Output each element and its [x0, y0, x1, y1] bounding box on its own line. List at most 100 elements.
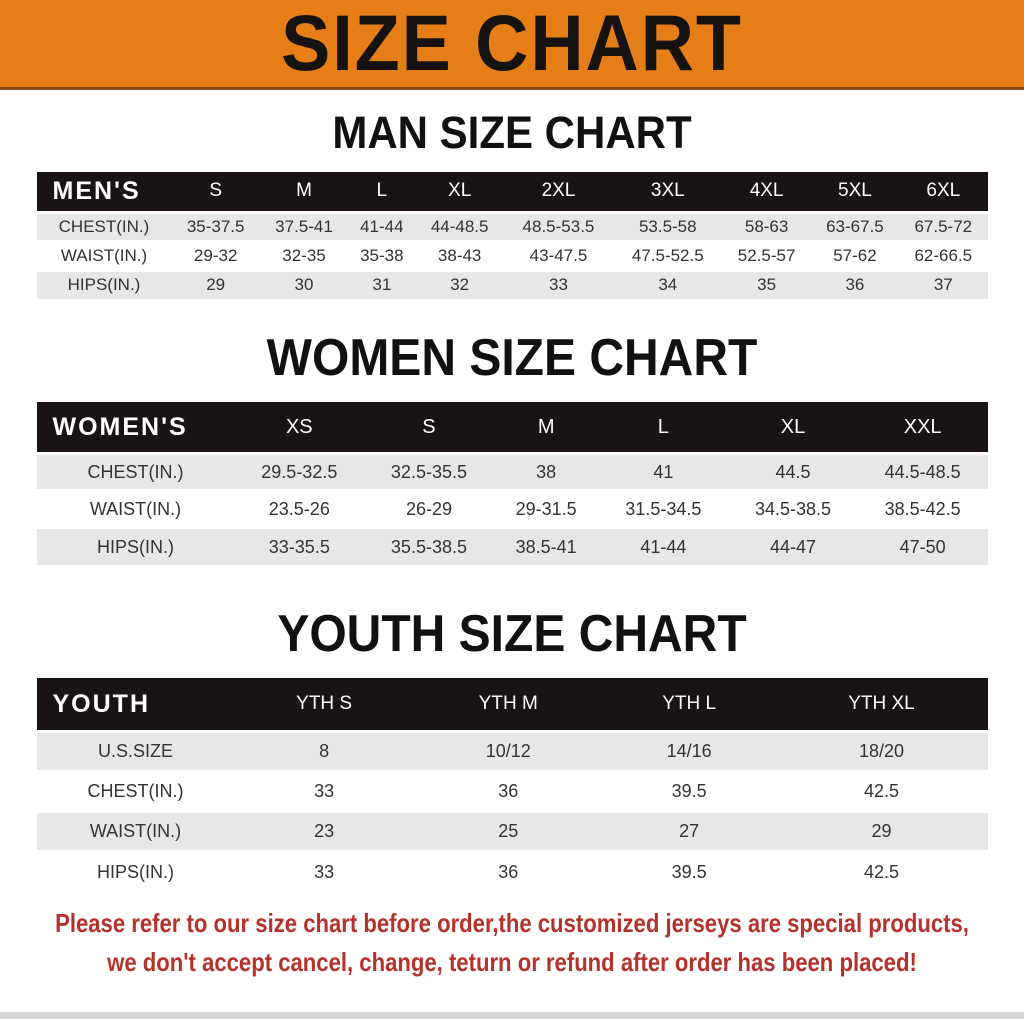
size-column-header: YTH M [413, 677, 603, 732]
corner-label: WOMEN'S [36, 401, 235, 454]
disclaimer: Please refer to our size chart before or… [0, 904, 1024, 982]
size-value: 33 [314, 862, 335, 883]
size-value: 62-66.5 [914, 245, 973, 265]
size-value: 35 [757, 275, 777, 295]
size-value: 35-37.5 [186, 216, 245, 236]
size-value: 48.5-53.5 [522, 216, 595, 236]
size-column-header: XL [415, 172, 504, 213]
size-value: 34 [658, 275, 678, 295]
table-header-row: WOMEN'S XS S M L XL XXL [36, 401, 988, 454]
size-value: 38.5-41 [515, 536, 577, 557]
size-value: 31 [372, 275, 392, 295]
size-value: 42.5 [863, 781, 900, 802]
size-column-header: 4XL [722, 172, 811, 213]
size-value: 34.5-38.5 [754, 498, 831, 519]
row-label: WAIST(IN.) [89, 821, 182, 842]
corner-label: YOUTH [36, 677, 235, 732]
table-header-row: YOUTH YTH S YTH M YTH L YTH XL [36, 677, 988, 732]
size-value: 32.5-35.5 [390, 461, 467, 482]
size-value: 44-47 [769, 536, 816, 557]
size-value: 53.5-58 [638, 216, 697, 236]
size-value: 38 [536, 461, 557, 482]
size-value: 23 [314, 821, 335, 842]
size-column-header: 6XL [899, 172, 988, 213]
size-value: 18/20 [858, 741, 905, 762]
youth-size-section: YOUTH SIZE CHART YOUTH YTH S YTH M YTH L YTH… [0, 605, 1024, 892]
row-label: CHEST(IN.) [87, 461, 184, 482]
corner-label: MEN'S [36, 172, 172, 213]
size-value: 37 [933, 275, 953, 295]
table-row: WAIST(IN.) 23.5-26 26-29 29-31.5 31.5-34.5 34… [36, 490, 988, 528]
size-value: 42.5 [863, 862, 900, 883]
size-column-header: 2XL [503, 172, 614, 213]
size-value: 14/16 [666, 741, 712, 762]
size-column-header: XXL [857, 401, 988, 454]
size-value: 35-38 [360, 245, 404, 265]
size-column-header: M [493, 401, 599, 454]
size-value: 36 [498, 862, 519, 883]
size-value: 44.5-48.5 [884, 461, 961, 482]
size-value: 23.5-26 [268, 498, 330, 519]
table-row: U.S.SIZE 8 10/12 14/16 18/20 [36, 731, 988, 772]
man-size-section: MAN SIZE CHART MEN'S S M L XL 2XL 3XL 4XL 5XL 6XL… [0, 107, 1024, 300]
size-column-header: 3XL [613, 172, 723, 213]
size-value: 33 [314, 781, 335, 802]
disclaimer-line-2: we don't accept cancel, change, teturn o… [107, 946, 917, 977]
row-label: CHEST(IN.) [58, 216, 150, 236]
size-value: 52.5-57 [737, 245, 796, 265]
size-value: 33-35.5 [268, 536, 330, 557]
size-value: 57-62 [833, 245, 877, 265]
table-row: WAIST(IN.) 29-32 32-35 35-38 38-43 43-47.5 47.… [36, 241, 988, 271]
size-column-header: YTH S [234, 677, 414, 732]
row-label: HIPS(IN.) [96, 536, 174, 557]
page-title: SIZE CHART [281, 0, 743, 88]
size-value: 67.5-72 [914, 216, 973, 236]
youth-section-heading: YOUTH SIZE CHART [277, 605, 747, 664]
disclaimer-line-1: Please refer to our size chart before or… [55, 907, 969, 938]
man-size-table: MEN'S S M L XL 2XL 3XL 4XL 5XL 6XL CHEST(IN.) 35-37… [36, 172, 988, 300]
size-column-header: M [259, 172, 349, 213]
size-column-header: L [598, 401, 729, 454]
size-value: 29-32 [193, 245, 238, 265]
table-row: HIPS(IN.) 29 30 31 32 33 34 35 36 37 [36, 270, 988, 300]
size-value: 38.5-42.5 [884, 498, 961, 519]
table-row: CHEST(IN.) 33 36 39.5 42.5 [36, 771, 988, 812]
size-column-header: S [171, 172, 260, 213]
row-label: HIPS(IN.) [67, 275, 141, 295]
bottom-edge-strip [0, 1012, 1024, 1019]
size-value: 31.5-34.5 [625, 498, 702, 519]
size-value: 30 [294, 275, 314, 295]
row-label: U.S.SIZE [97, 741, 173, 762]
size-value: 39.5 [671, 781, 707, 802]
table-row: WAIST(IN.) 23 25 27 29 [36, 811, 988, 852]
size-column-header: YTH XL [775, 677, 988, 732]
size-value: 35.5-38.5 [390, 536, 467, 557]
size-value: 32-35 [282, 245, 326, 265]
size-value: 43-47.5 [529, 245, 588, 265]
size-value: 63-67.5 [826, 216, 884, 236]
size-column-header: XS [234, 401, 365, 454]
women-size-table: WOMEN'S XS S M L XL XXL CHEST(IN.) 29.5-32.5 32.5… [36, 401, 988, 565]
size-column-header: XL [728, 401, 858, 454]
youth-size-table: YOUTH YTH S YTH M YTH L YTH XL U.S.SIZE 8 10/12… [36, 677, 988, 892]
size-value: 39.5 [671, 862, 707, 883]
table-row: CHEST(IN.) 35-37.5 37.5-41 41-44 44-48.5 48.5… [36, 212, 988, 242]
size-value: 44-48.5 [430, 216, 489, 236]
size-column-header: S [364, 401, 494, 454]
size-value: 10/12 [485, 741, 531, 762]
size-value: 8 [319, 741, 330, 762]
size-column-header: L [348, 172, 416, 213]
size-value: 29 [871, 821, 892, 842]
banner: SIZE CHART [0, 0, 1024, 90]
size-value: 41 [653, 461, 674, 482]
table-row: CHEST(IN.) 29.5-32.5 32.5-35.5 38 41 44.5 44.5… [36, 453, 988, 491]
size-value: 44.5 [775, 461, 811, 482]
row-label: CHEST(IN.) [87, 781, 184, 802]
size-column-header: YTH L [602, 677, 776, 732]
size-value: 37.5-41 [275, 216, 333, 236]
size-value: 41-44 [640, 536, 687, 557]
size-value: 36 [498, 781, 519, 802]
size-value: 47.5-52.5 [631, 245, 704, 265]
size-value: 47-50 [899, 536, 946, 557]
size-value: 32 [450, 275, 470, 295]
